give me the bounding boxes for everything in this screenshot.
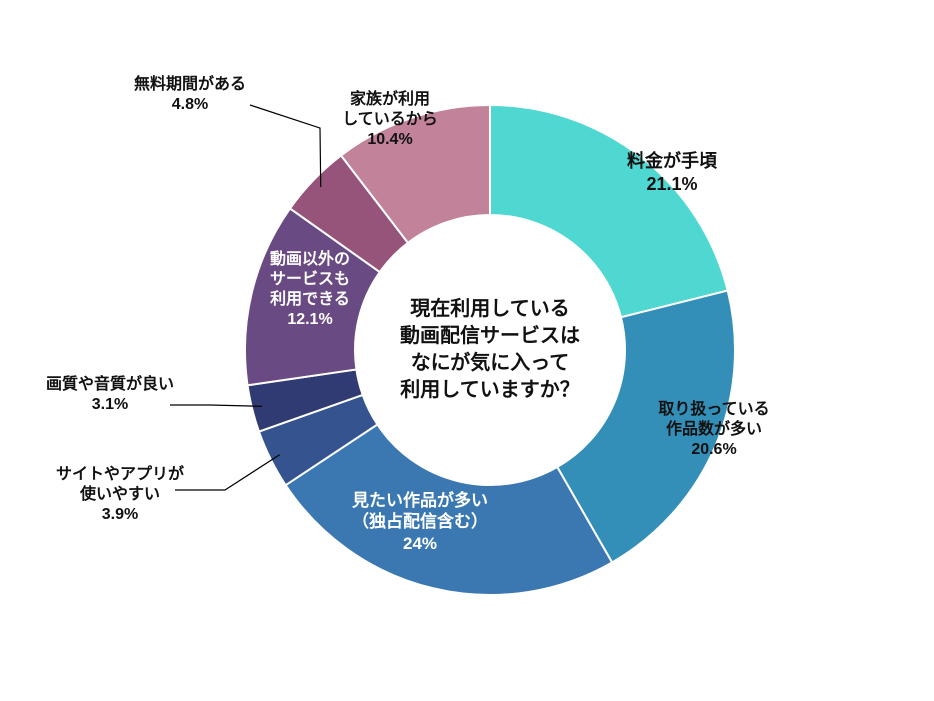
slice-price bbox=[490, 105, 728, 317]
label-price: 料金が手頃 21.1% bbox=[582, 150, 762, 195]
chart-stage: 現在利用している 動画配信サービスは なにが気に入って 利用していますか？ 料金… bbox=[0, 0, 934, 701]
label-family: 家族が利用 しているから 10.4% bbox=[300, 90, 480, 150]
label-catalog: 取り扱っている 作品数が多い 20.6% bbox=[624, 400, 804, 460]
label-freetrial: 無料期間がある 4.8% bbox=[110, 75, 270, 115]
chart-center-question: 現在利用している 動画配信サービスは なにが気に入って 利用していますか？ bbox=[365, 296, 615, 404]
label-quality: 画質や音質が良い 3.1% bbox=[30, 375, 190, 415]
label-usability: サイトやアプリが 使いやすい 3.9% bbox=[40, 465, 200, 525]
label-otherserv: 動画以外の サービスも 利用できる 12.1% bbox=[220, 250, 400, 330]
label-wantwatch: 見たい作品が多い （独占配信含む） 24% bbox=[330, 490, 510, 554]
